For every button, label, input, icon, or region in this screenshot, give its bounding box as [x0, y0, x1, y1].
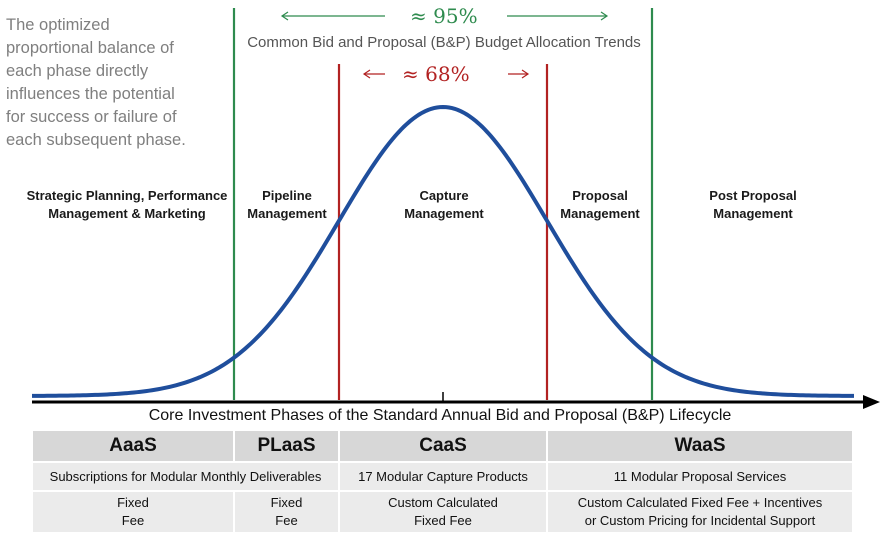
intro-line: proportional balance of [6, 39, 174, 57]
service-table: AaaS PLaaS CaaS WaaS Subscriptions for M… [32, 430, 853, 533]
header-waas: WaaS [547, 430, 853, 462]
pricing-caas-cell: Custom Calculated Fixed Fee [339, 491, 547, 533]
x-axis-arrowhead [863, 395, 880, 409]
phase-line: Proposal [572, 188, 628, 203]
inner-band-arrows [362, 69, 530, 79]
intro-line: for success or failure of [6, 108, 177, 126]
pricing-line: Fixed [270, 495, 303, 510]
pricing-waas-cell: Custom Calculated Fixed Fee + Incentives… [547, 491, 853, 533]
capture-products-cell: 17 Modular Capture Products [339, 462, 547, 491]
pricing-line: Custom Calculated Fixed Fee + Incentives [577, 495, 823, 510]
phase-line: Management & Marketing [48, 206, 206, 221]
phase-line: Post Proposal [709, 188, 797, 203]
x-axis-label: Core Investment Phases of the Standard A… [148, 407, 732, 424]
phase-line: Management [560, 206, 640, 221]
phase-pipeline: Pipeline Management [238, 187, 336, 223]
pricing-line: Custom Calculated [388, 495, 498, 510]
pricing-line: or Custom Pricing for Incidental Support [584, 513, 816, 528]
phase-line: Management [404, 206, 484, 221]
outer-band-arrows [280, 11, 609, 21]
proposal-services-cell: 11 Modular Proposal Services [547, 462, 853, 491]
pricing-line: Fixed [117, 495, 149, 510]
intro-line: influences the potential [6, 85, 175, 103]
subscriptions-cell: Subscriptions for Modular Monthly Delive… [32, 462, 339, 491]
phase-strategic-planning: Strategic Planning, Performance Manageme… [22, 187, 232, 223]
pricing-plaas-cell: Fixed Fee [234, 491, 339, 533]
outer-band-label: ≈ 95% [410, 4, 478, 28]
pricing-line: Fixed Fee [414, 513, 472, 528]
pricing-line: Fee [275, 513, 298, 528]
header-caas: CaaS [339, 430, 547, 462]
intro-text: The optimized proportional balance of ea… [6, 14, 206, 152]
inner-band-label: ≈ 68% [402, 62, 470, 86]
pricing-line: Fee [121, 513, 145, 528]
header-aaas: AaaS [32, 430, 234, 462]
phase-capture: Capture Management [350, 187, 538, 223]
intro-line: each phase directly [6, 62, 149, 80]
bell-curve [31, 104, 855, 398]
phase-line: Management [713, 206, 793, 221]
budget-trends-subtitle: Common Bid and Proposal (B&P) Budget All… [247, 34, 641, 51]
phase-post-proposal: Post Proposal Management [660, 187, 846, 223]
header-plaas: PLaaS [234, 430, 339, 462]
phase-line: Capture [419, 188, 469, 203]
intro-line: each subsequent phase. [6, 131, 186, 149]
intro-line: The optimized [6, 16, 110, 34]
phase-line: Pipeline [262, 188, 312, 203]
pricing-aaas-cell: Fixed Fee [32, 491, 234, 533]
phase-line: Management [247, 206, 327, 221]
phase-line: Strategic Planning, Performance [26, 188, 228, 203]
phase-proposal: Proposal Management [550, 187, 650, 223]
